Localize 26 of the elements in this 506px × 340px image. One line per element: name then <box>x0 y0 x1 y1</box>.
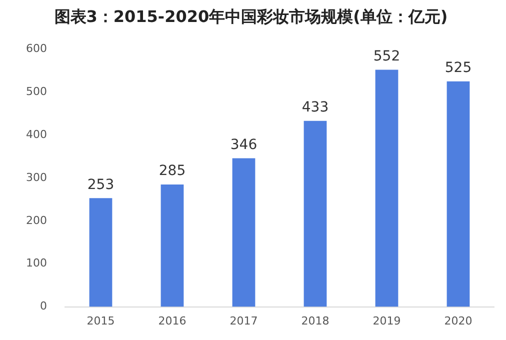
y-tick-label: 0 <box>40 300 47 313</box>
data-label: 433 <box>302 100 329 116</box>
y-tick-label: 500 <box>26 84 47 98</box>
y-tick-label: 600 <box>26 42 47 56</box>
y-tick-label: 400 <box>26 128 47 141</box>
x-tick-label: 2015 <box>86 314 115 328</box>
data-label: 253 <box>87 176 114 193</box>
y-tick-label: 300 <box>26 170 47 184</box>
y-tick-label: 200 <box>26 214 47 227</box>
bar <box>160 184 184 307</box>
data-label: 285 <box>158 163 186 180</box>
bar <box>232 158 256 307</box>
y-tick-label: 100 <box>26 256 47 270</box>
bar <box>375 70 398 307</box>
x-tick-label: 2017 <box>230 314 258 328</box>
chart-title: 图表3：2015-2020年中国彩妆市场规模(单位：亿元) <box>54 6 448 26</box>
data-label: 552 <box>373 48 400 64</box>
x-tick-label: 2020 <box>444 314 472 328</box>
x-tick-label: 2019 <box>372 314 401 328</box>
bar <box>304 120 327 307</box>
data-label: 525 <box>444 60 472 76</box>
bar <box>446 81 470 307</box>
bar <box>89 198 112 307</box>
data-label: 346 <box>230 136 258 153</box>
x-tick-label: 2018 <box>301 314 330 328</box>
x-tick-label: 2016 <box>158 314 186 328</box>
